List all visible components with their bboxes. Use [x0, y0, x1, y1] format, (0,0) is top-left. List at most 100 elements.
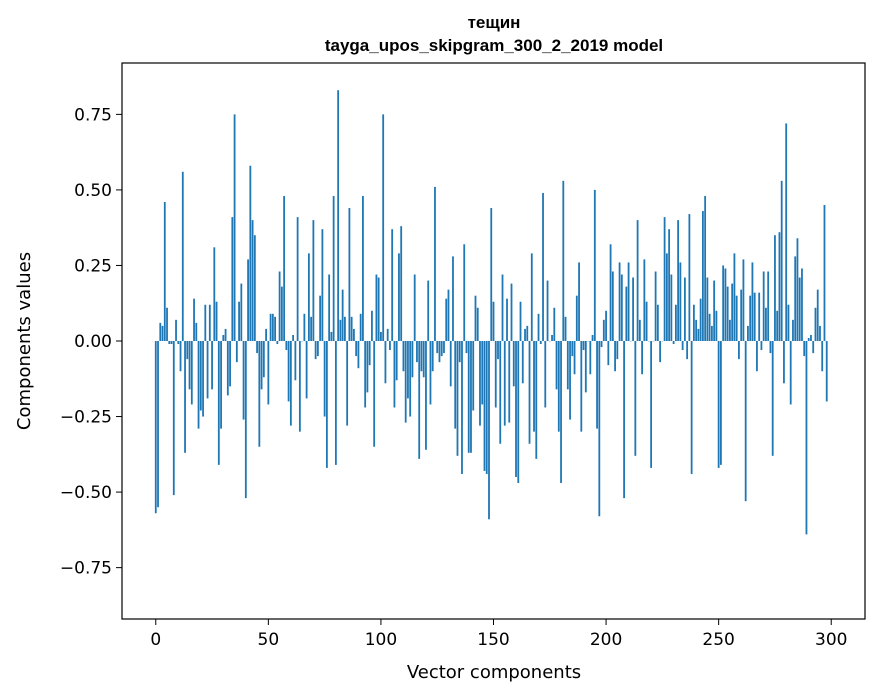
- bar-144: [479, 341, 481, 426]
- bar-154: [501, 274, 504, 341]
- bar-191: [584, 341, 587, 393]
- bar-293: [814, 307, 817, 341]
- bar-33: [229, 341, 231, 387]
- bar-119: [422, 341, 425, 378]
- bar-30: [222, 334, 225, 341]
- bar-133: [454, 341, 457, 429]
- bar-177: [553, 307, 556, 341]
- bar-195: [593, 189, 596, 341]
- bar-31: [224, 328, 227, 341]
- bar-147: [485, 341, 488, 474]
- bar-158: [510, 283, 513, 341]
- bar-164: [524, 328, 526, 341]
- bar-96: [371, 310, 373, 341]
- bar-38: [240, 283, 243, 341]
- bar-99: [377, 277, 380, 341]
- bar-187: [575, 295, 578, 341]
- bar-110: [402, 341, 405, 372]
- bar-155: [503, 341, 506, 426]
- bar-194: [591, 334, 594, 341]
- bar-85: [346, 341, 349, 426]
- bar-3: [161, 325, 164, 341]
- bar-70: [312, 220, 315, 341]
- chart-subtitle: tayga_upos_skipgram_300_2_2019 model: [325, 36, 663, 55]
- bar-34: [231, 217, 234, 341]
- bar-27: [215, 301, 218, 341]
- bar-57: [283, 195, 286, 341]
- bar-186: [573, 341, 576, 375]
- bar-226: [663, 217, 666, 341]
- bar-162: [519, 301, 522, 341]
- bar-14: [186, 341, 189, 360]
- bar-40: [244, 341, 247, 499]
- bar-224: [659, 341, 662, 363]
- bar-26: [213, 247, 216, 341]
- bar-28: [217, 341, 220, 465]
- bar-0: [154, 341, 157, 514]
- bar-165: [526, 325, 529, 341]
- bar-39: [242, 341, 245, 420]
- bar-152: [497, 341, 499, 360]
- bar-79: [332, 195, 335, 341]
- bar-61: [292, 334, 295, 341]
- bar-63: [296, 217, 299, 341]
- bar-248: [713, 280, 716, 341]
- y-tick-label: 0.00: [74, 332, 112, 352]
- bar-231: [674, 304, 677, 341]
- bar-125: [436, 341, 439, 354]
- bar-272: [767, 271, 770, 341]
- bar-8: [172, 341, 175, 496]
- bar-268: [758, 292, 761, 341]
- bar-141: [472, 341, 475, 411]
- bar-217: [643, 259, 646, 341]
- bar-120: [425, 341, 427, 450]
- bar-184: [569, 341, 571, 420]
- bar-174: [546, 280, 549, 341]
- bar-47: [260, 341, 263, 390]
- bar-114: [411, 341, 414, 378]
- bar-159: [512, 341, 515, 387]
- x-tick-label: 250: [702, 630, 734, 650]
- bar-168: [533, 341, 535, 432]
- bar-207: [620, 274, 623, 341]
- bar-148: [488, 341, 490, 520]
- bar-173: [544, 341, 547, 408]
- bar-94: [366, 341, 369, 393]
- x-tick-label: 200: [590, 630, 622, 650]
- bar-66: [303, 313, 306, 341]
- bar-51: [269, 313, 272, 341]
- bar-149: [490, 208, 493, 341]
- bar-262: [744, 341, 747, 502]
- bar-142: [474, 295, 477, 341]
- bar-69: [310, 316, 313, 341]
- bar-292: [812, 341, 815, 354]
- bar-111: [404, 341, 407, 423]
- bar-178: [555, 341, 558, 390]
- bar-91: [359, 313, 362, 341]
- bar-285: [796, 238, 799, 341]
- bar-294: [816, 289, 819, 341]
- bar-286: [798, 277, 801, 341]
- bar-275: [774, 235, 776, 341]
- bar-95: [368, 341, 371, 366]
- bar-45: [256, 341, 258, 354]
- bar-253: [724, 268, 727, 341]
- bar-264: [749, 295, 752, 341]
- bar-280: [785, 123, 788, 342]
- bar-229: [670, 274, 673, 341]
- bar-131: [449, 341, 452, 387]
- bar-208: [623, 341, 625, 499]
- bar-196: [596, 341, 598, 429]
- x-axis-ticks: 0 50 100 150 200 250 300: [150, 619, 847, 650]
- bar-209: [625, 286, 628, 341]
- bar-197: [598, 341, 601, 517]
- bar-181: [562, 180, 565, 341]
- bar-276: [776, 310, 779, 341]
- bar-171: [539, 341, 542, 345]
- bar-298: [825, 341, 828, 402]
- bar-68: [307, 253, 310, 341]
- bar-5: [166, 307, 168, 341]
- bar-222: [654, 271, 657, 341]
- bar-122: [429, 341, 432, 405]
- bar-295: [819, 325, 821, 341]
